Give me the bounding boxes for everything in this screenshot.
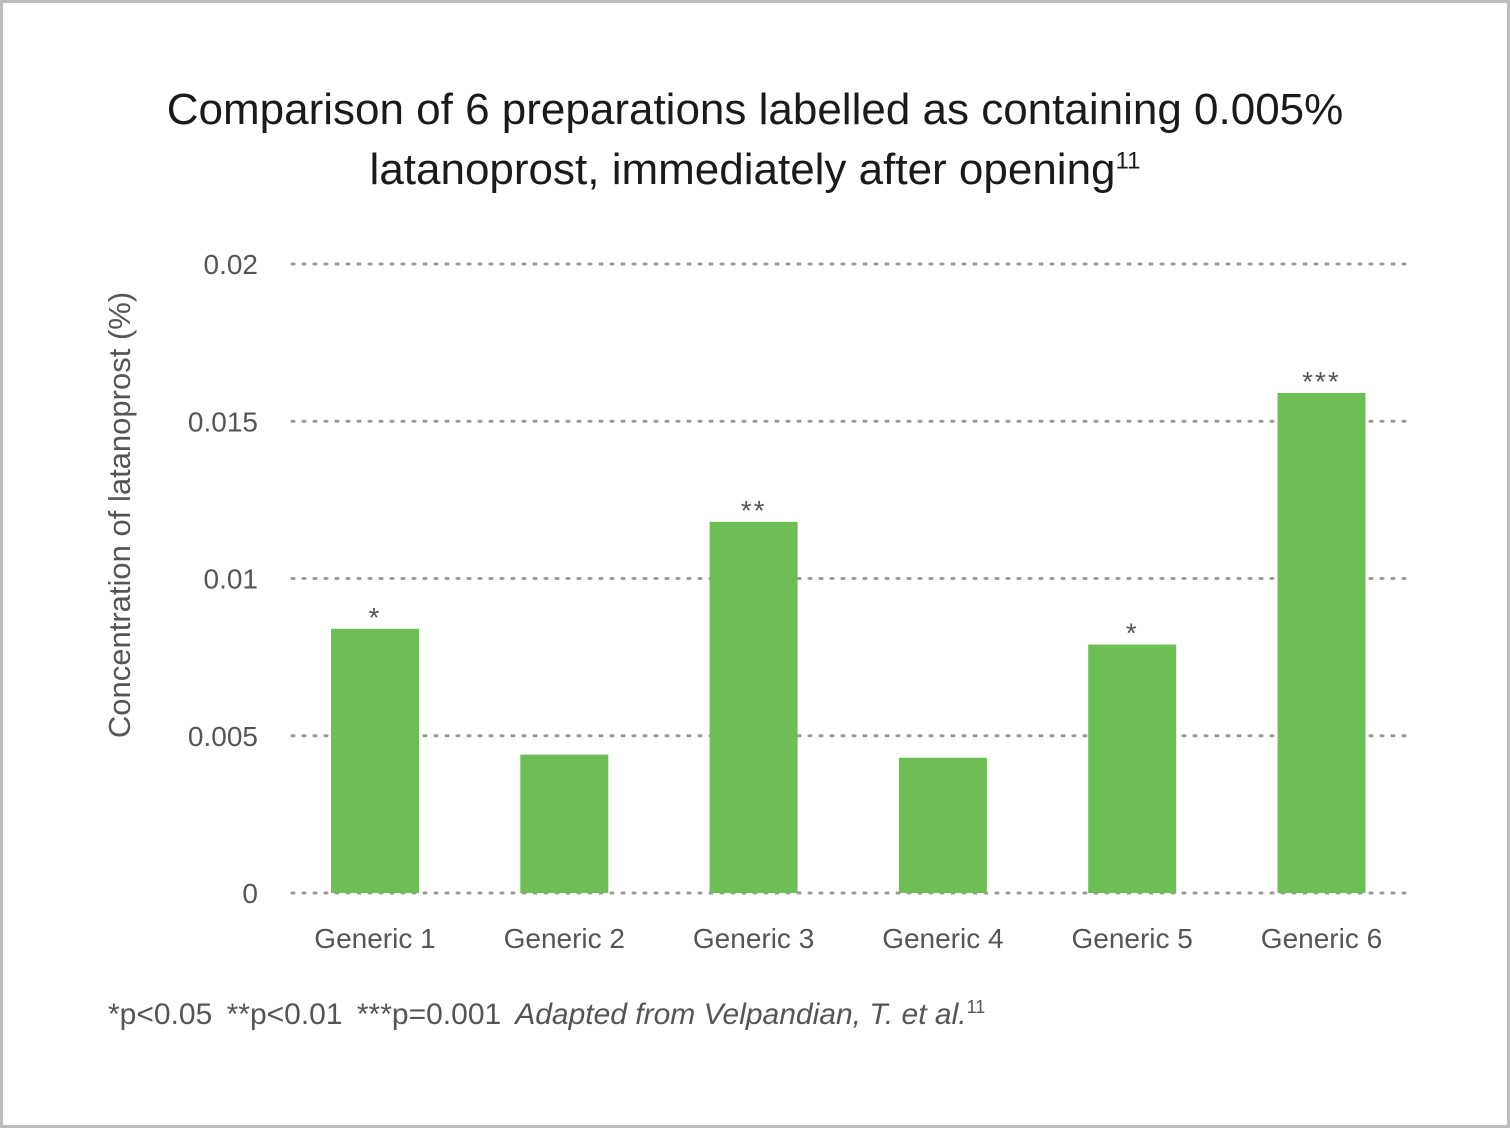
- y-axis-label: Concentration of latanoprost (%): [102, 292, 137, 738]
- footnote-pvalues: *p<0.05 **p<0.01 ***p=0.001: [108, 998, 502, 1031]
- y-tick-label: 0.01: [204, 564, 259, 595]
- bar: [331, 628, 419, 893]
- footnote: *p<0.05 **p<0.01 ***p=0.001 Adapted from …: [108, 998, 985, 1032]
- significance-label: **: [741, 495, 767, 526]
- y-tick-label: 0.015: [188, 406, 258, 437]
- bar: [520, 754, 609, 893]
- footnote-source: Adapted from Velpandian, T. et al.: [515, 998, 967, 1031]
- grid-lines: [290, 262, 1412, 895]
- chart-title-line1: Comparison of 6 preparations labelled as…: [166, 85, 1344, 134]
- bars: [331, 392, 1366, 893]
- category-labels: Generic 1 Generic 2 Generic 3 Generic 4 Gene…: [314, 923, 1382, 954]
- category-label: Generic 2: [504, 923, 625, 954]
- chart-title: Comparison of 6 preparations labelled as…: [0, 80, 1510, 200]
- y-tick-labels: 0 0.005 0.01 0.015 0.02: [188, 249, 258, 909]
- significance-labels: *******: [369, 366, 1341, 649]
- significance-label: ***: [1302, 366, 1341, 397]
- category-label: Generic 5: [1071, 923, 1192, 954]
- y-tick-label: 0.005: [188, 721, 258, 752]
- footnote-ref: 11: [966, 997, 986, 1017]
- bar: [709, 521, 798, 893]
- bar: [1088, 644, 1177, 893]
- y-tick-label: 0: [242, 878, 258, 909]
- chart-title-ref: 11: [1115, 147, 1141, 175]
- bar: [1277, 392, 1366, 893]
- bar: [898, 757, 987, 893]
- category-label: Generic 4: [882, 923, 1003, 954]
- significance-label: *: [369, 602, 382, 633]
- category-label: Generic 3: [693, 923, 814, 954]
- y-tick-label: 0.02: [204, 249, 259, 280]
- category-label: Generic 6: [1261, 923, 1382, 954]
- significance-label: *: [1126, 618, 1139, 649]
- category-label: Generic 1: [314, 923, 435, 954]
- chart-title-line2: latanoprost, immediately after opening: [369, 145, 1116, 194]
